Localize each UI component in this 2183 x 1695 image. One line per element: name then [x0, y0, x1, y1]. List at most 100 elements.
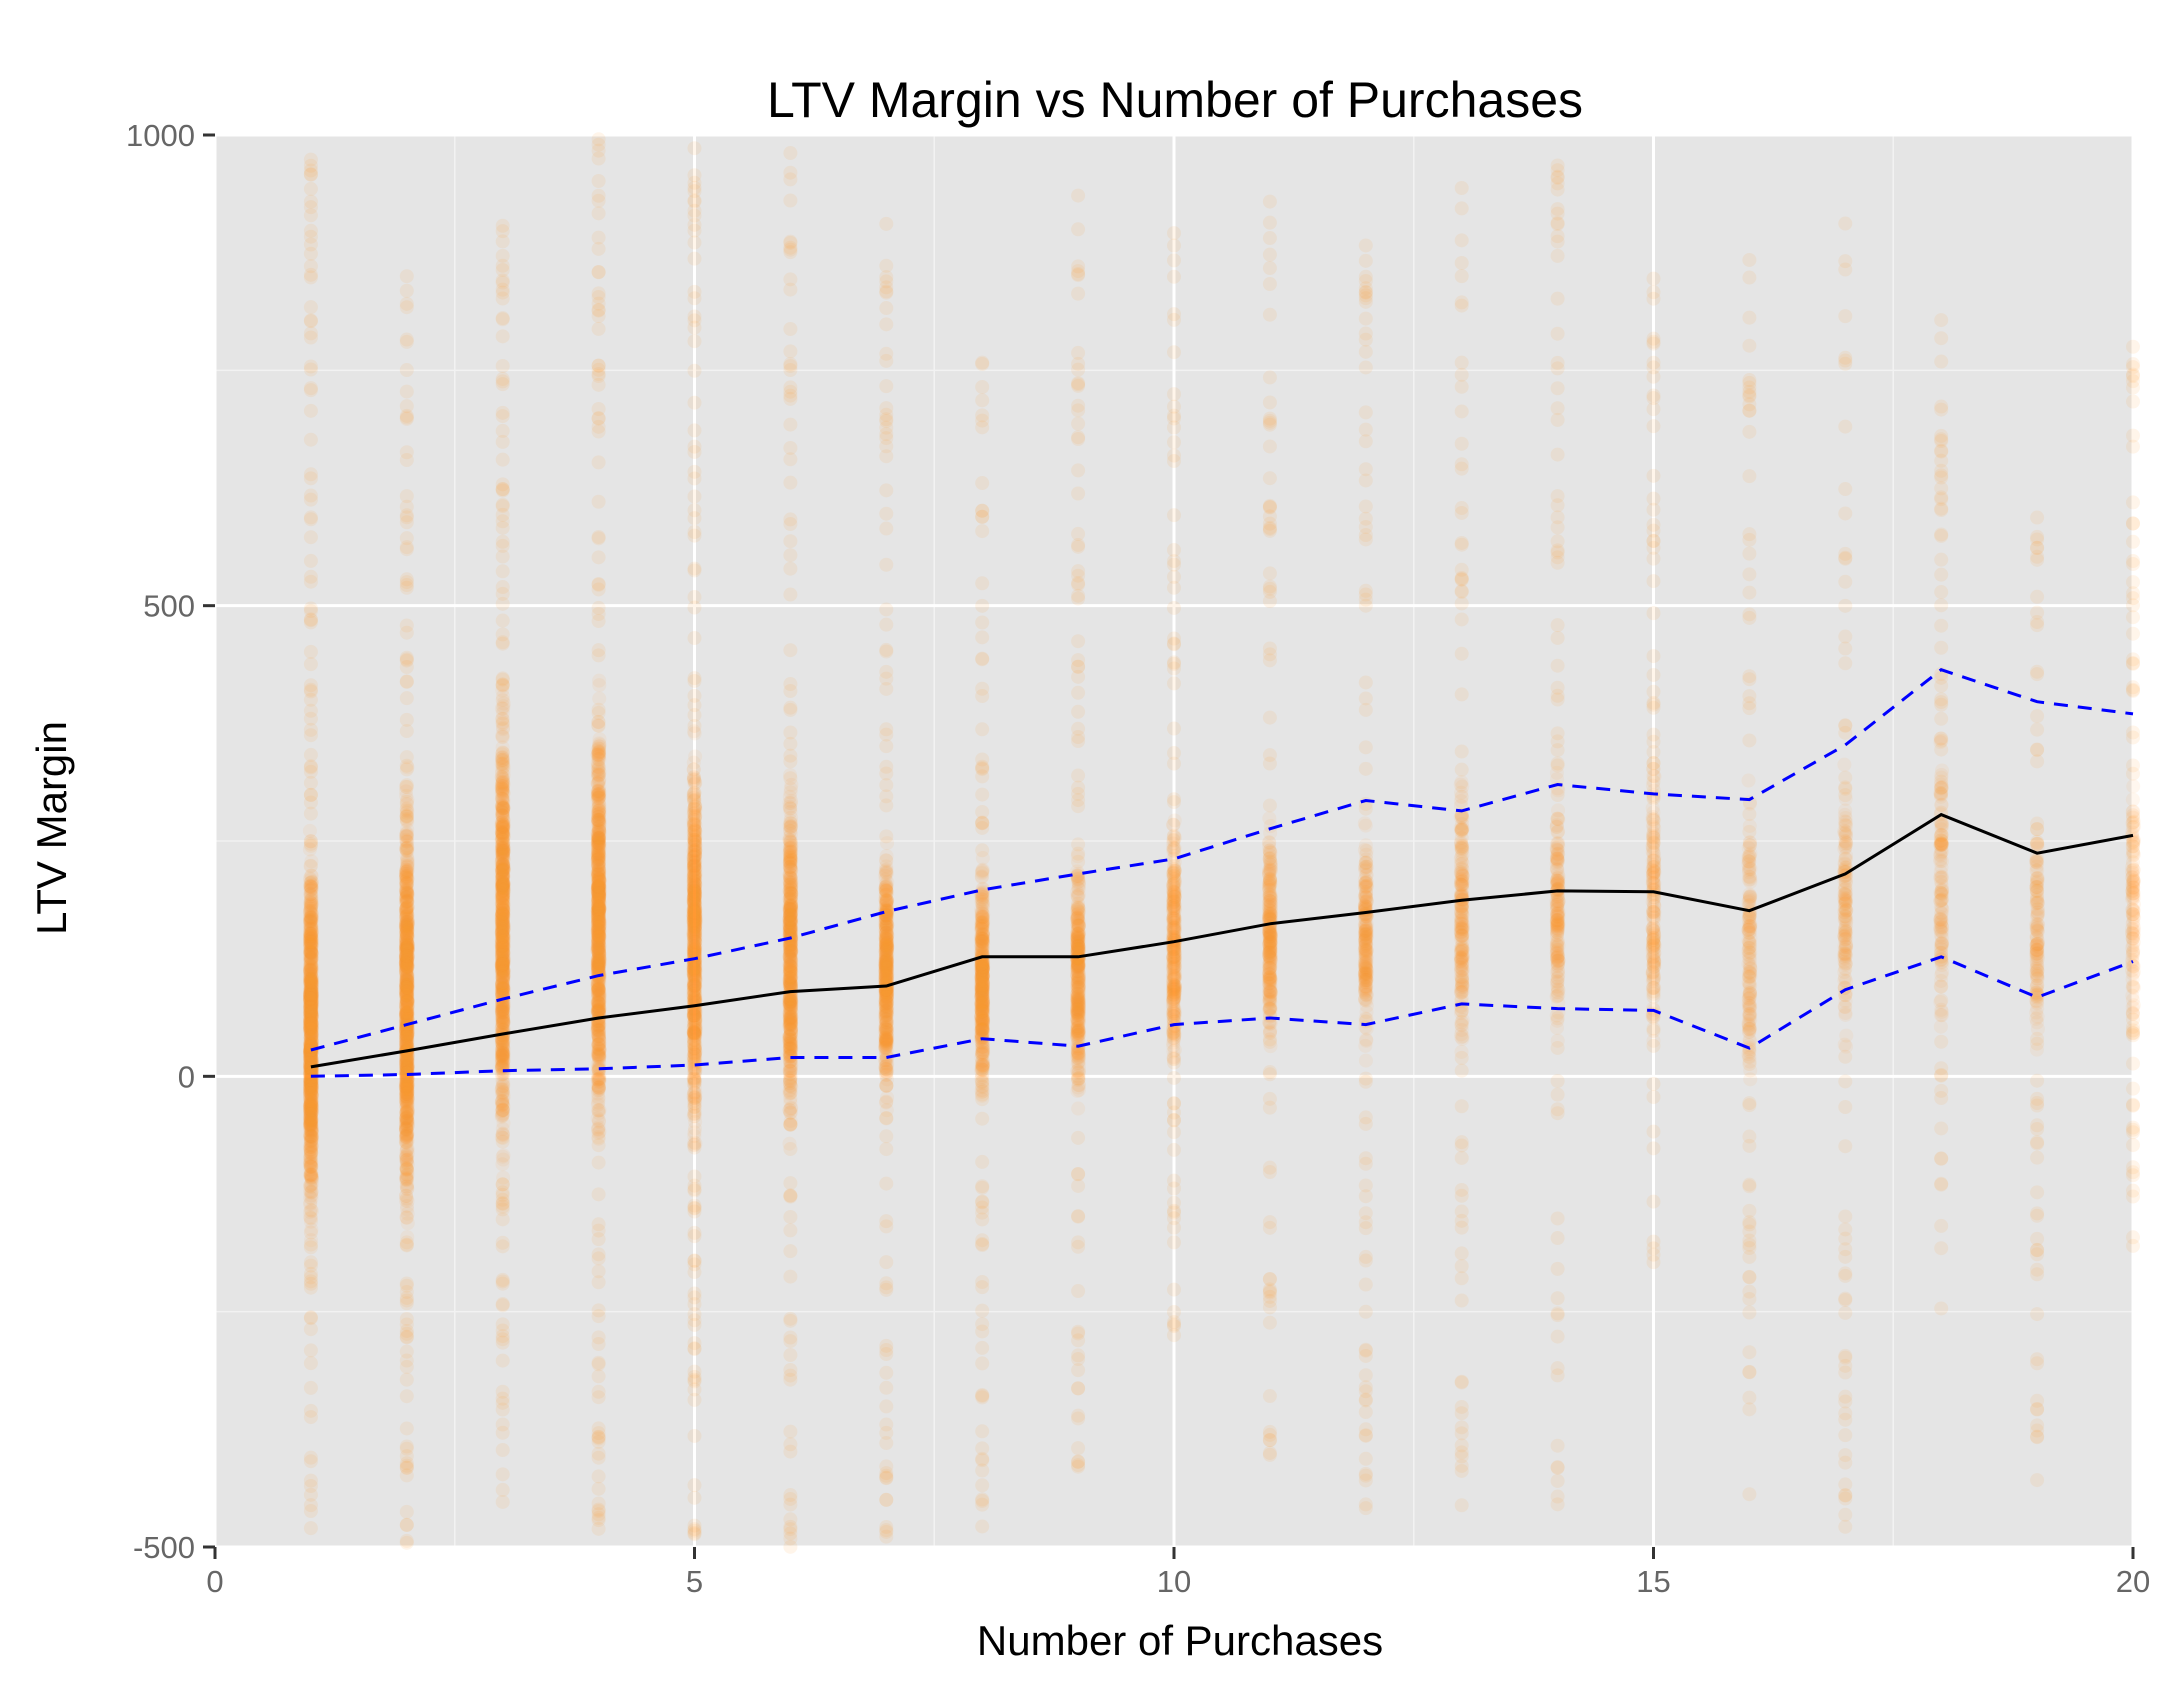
scatter-point: [304, 962, 319, 977]
scatter-point: [304, 937, 319, 952]
scatter-point: [304, 973, 319, 988]
scatter-point: [303, 1280, 318, 1295]
scatter-point: [303, 911, 318, 926]
scatter-point: [495, 1212, 510, 1227]
scatter-point: [687, 1183, 702, 1198]
scatter-point: [304, 973, 319, 988]
scatter-point: [303, 152, 318, 167]
scatter-point: [591, 1430, 606, 1445]
scatter-point: [591, 358, 606, 373]
scatter-point: [687, 785, 702, 800]
scatter-point: [303, 1155, 318, 1170]
scatter-point: [304, 978, 319, 993]
scatter-point: [591, 455, 606, 470]
scatter-point: [304, 882, 319, 897]
scatter-point: [304, 976, 319, 991]
scatter-point: [303, 1380, 318, 1395]
scatter-point: [303, 432, 318, 447]
scatter-point: [303, 684, 318, 699]
scatter-point: [303, 1128, 318, 1143]
scatter-point: [303, 1022, 318, 1037]
scatter-point: [304, 877, 319, 892]
scatter-point: [495, 1049, 510, 1064]
scatter-point: [495, 757, 510, 772]
scatter-point: [304, 1093, 319, 1108]
scatter-point: [304, 915, 319, 930]
scatter-point: [495, 586, 510, 601]
scatter-point: [304, 1052, 319, 1067]
scatter-point: [303, 974, 318, 989]
scatter-point: [303, 957, 318, 972]
scatter-point: [304, 999, 319, 1014]
scatter-point: [591, 896, 606, 911]
scatter-point: [302, 1049, 317, 1064]
scatter-point: [399, 778, 414, 793]
scatter-point: [302, 971, 317, 986]
scatter-point: [304, 984, 319, 999]
scatter-point: [687, 1169, 702, 1184]
scatter-point: [302, 1099, 317, 1114]
scatter-point: [304, 981, 319, 996]
scatter-point: [687, 718, 702, 733]
scatter-point: [591, 1064, 606, 1079]
scatter-point: [303, 1179, 318, 1194]
scatter-point: [303, 1049, 318, 1064]
scatter-point: [303, 993, 318, 1008]
scatter-point: [304, 1089, 319, 1104]
scatter-point: [303, 1109, 318, 1124]
scatter-column: [398, 269, 415, 1550]
scatter-point: [399, 1533, 414, 1548]
scatter-point: [399, 1210, 414, 1225]
scatter-point: [687, 464, 702, 479]
scatter-point: [496, 796, 511, 811]
scatter-point: [687, 905, 702, 920]
scatter-point: [304, 1031, 319, 1046]
scatter-point: [495, 507, 510, 522]
scatter-point: [303, 1098, 318, 1113]
scatter-point: [303, 980, 318, 995]
scatter-point: [303, 1006, 318, 1021]
scatter-point: [399, 296, 414, 311]
scatter-point: [303, 930, 318, 945]
scatter-point: [303, 934, 318, 949]
scatter-point: [304, 1233, 319, 1248]
scatter-point: [303, 1032, 318, 1047]
scatter-point: [495, 891, 510, 906]
scatter-point: [303, 1147, 318, 1162]
scatter-point: [687, 291, 702, 306]
scatter-point: [304, 947, 319, 962]
scatter-point: [495, 1001, 510, 1016]
scatter-point: [399, 1082, 414, 1097]
scatter-point: [303, 983, 318, 998]
scatter-point: [591, 1037, 606, 1052]
scatter-point: [399, 650, 414, 665]
scatter-point: [495, 452, 510, 467]
scatter-point: [303, 1060, 318, 1075]
scatter-point: [303, 1487, 318, 1502]
scatter-point: [303, 1118, 318, 1133]
gridlines: [213, 133, 2135, 1549]
scatter-point: [303, 836, 318, 851]
scatter-point: [304, 936, 319, 951]
scatter-point: [591, 1187, 606, 1202]
scatter-point: [304, 1116, 319, 1131]
scatter-point: [304, 898, 319, 913]
scatter-point: [591, 1001, 606, 1016]
scatter-point: [304, 1020, 319, 1035]
scatter-point: [303, 945, 318, 960]
scatter-point: [303, 1116, 318, 1131]
scatter-point: [303, 806, 318, 821]
scatter-point: [303, 992, 318, 1007]
scatter-point: [303, 932, 318, 947]
scatter-point: [591, 230, 606, 245]
scatter-point: [303, 993, 318, 1008]
scatter-point: [399, 1329, 414, 1344]
scatter-point: [591, 1247, 606, 1262]
scatter-point: [303, 1099, 318, 1114]
scatter-point: [687, 1369, 702, 1384]
scatter-point: [303, 1059, 318, 1074]
scatter-point: [591, 494, 606, 509]
scatter-point: [687, 363, 702, 378]
scatter-point: [687, 528, 702, 543]
scatter-point: [303, 1117, 318, 1132]
